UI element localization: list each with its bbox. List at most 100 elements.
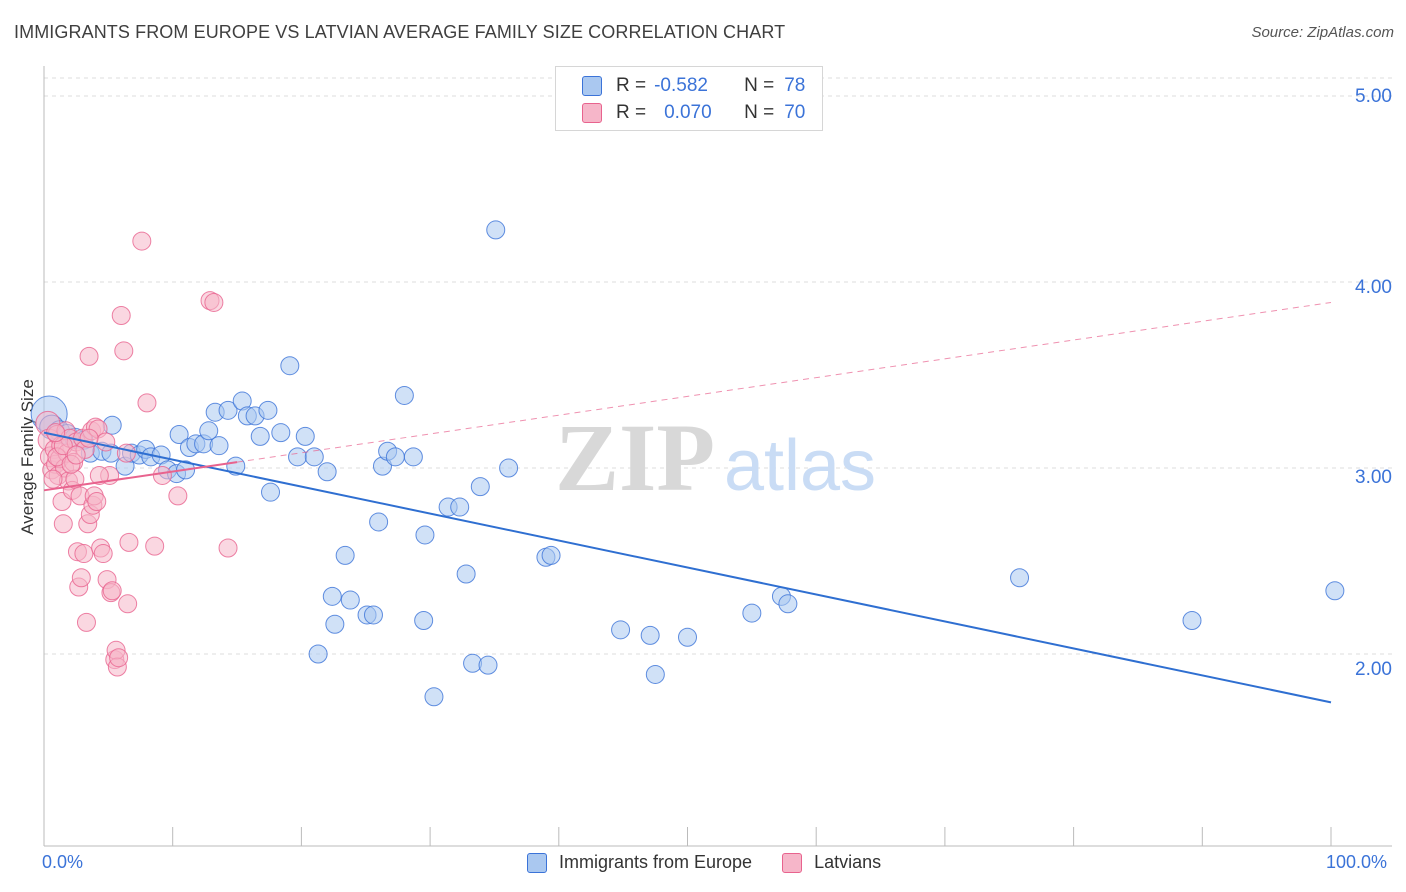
point-latvians — [114, 341, 134, 361]
legend-n-value: 70 — [784, 102, 806, 123]
watermark-atlas: atlas — [724, 426, 876, 506]
point-europe — [486, 220, 506, 240]
point-europe — [280, 356, 300, 376]
point-europe — [288, 447, 308, 467]
point-europe — [261, 482, 281, 502]
point-latvians — [96, 432, 116, 452]
point-latvians — [43, 469, 63, 489]
y-tick-label-3: 3.00 — [1355, 467, 1392, 488]
point-europe — [394, 385, 414, 405]
point-latvians — [102, 581, 122, 601]
point-europe — [250, 426, 270, 446]
point-europe — [317, 462, 337, 482]
point-latvians — [132, 231, 152, 251]
point-latvians — [93, 544, 113, 564]
legend-r-label: R = — [616, 75, 647, 96]
point-europe — [335, 545, 355, 565]
point-latvians — [74, 544, 94, 564]
point-latvians — [116, 443, 136, 463]
point-europe — [340, 590, 360, 610]
y-tick-label-5: 5.00 — [1355, 86, 1392, 107]
point-latvians — [76, 612, 96, 632]
x-tick-label-min: 0.0% — [42, 852, 84, 872]
point-latvians — [204, 292, 224, 312]
legend-item-latvians[interactable]: Latvians — [782, 852, 881, 873]
point-europe — [424, 687, 444, 707]
point-latvians — [118, 594, 138, 614]
legend-swatch-blue — [582, 76, 602, 96]
legend-n-label: N = — [744, 102, 775, 123]
legend-row-pink: R = 0.070 N = 70 — [582, 100, 805, 126]
point-europe — [499, 458, 519, 478]
series-legend: Immigrants from Europe Latvians — [527, 852, 911, 873]
point-europe — [415, 525, 435, 545]
point-europe — [456, 564, 476, 584]
point-latvians — [66, 445, 86, 465]
point-europe — [295, 426, 315, 446]
point-latvians — [119, 532, 139, 552]
point-europe — [369, 512, 389, 532]
legend-n-value: 78 — [784, 75, 806, 96]
point-latvians — [79, 346, 99, 366]
point-europe — [414, 611, 434, 631]
point-europe — [209, 436, 229, 456]
point-europe — [645, 664, 665, 684]
point-europe — [218, 400, 238, 420]
point-europe — [1182, 611, 1202, 631]
legend-swatch-pink — [582, 103, 602, 123]
point-latvians — [111, 305, 131, 325]
point-europe — [304, 447, 324, 467]
legend-swatch-blue — [527, 852, 547, 873]
point-europe — [271, 423, 291, 443]
y-tick-label-4: 4.00 — [1355, 277, 1392, 298]
source-label: Source: ZipAtlas.com — [1251, 24, 1394, 41]
legend-item-europe[interactable]: Immigrants from Europe — [527, 852, 752, 873]
point-europe — [742, 603, 762, 623]
point-europe — [1010, 568, 1030, 588]
point-latvians — [168, 486, 188, 506]
point-europe — [258, 400, 278, 420]
point-europe — [1325, 581, 1345, 601]
point-latvians — [152, 465, 172, 485]
point-europe — [199, 421, 219, 441]
x-tick-label-max: 100.0% — [1326, 852, 1388, 872]
trendline-europe — [43, 431, 1332, 704]
point-latvians — [89, 465, 109, 485]
point-europe — [385, 447, 405, 467]
point-latvians — [218, 538, 238, 558]
trendline-latvians — [43, 461, 238, 492]
point-europe — [611, 620, 631, 640]
point-europe — [470, 477, 490, 497]
legend-r-label: R = — [616, 102, 647, 123]
legend-row-blue: R = -0.582 N = 78 — [582, 73, 805, 99]
legend-r-value: 0.070 — [664, 102, 712, 123]
point-latvians — [109, 648, 129, 668]
point-europe — [325, 614, 345, 634]
watermark-zip: ZIP — [555, 404, 715, 511]
point-europe — [169, 425, 189, 445]
chart-title: IMMIGRANTS FROM EUROPE VS LATVIAN AVERAG… — [14, 22, 786, 42]
point-latvians — [87, 491, 107, 511]
trendline-latvians-projection — [236, 301, 1332, 463]
point-latvians — [145, 536, 165, 556]
point-latvians — [137, 393, 157, 413]
legend-r-value: -0.582 — [654, 75, 708, 96]
legend-n-label: N = — [744, 75, 775, 96]
point-europe — [308, 644, 328, 664]
point-europe — [478, 655, 498, 675]
point-europe — [450, 497, 470, 517]
point-europe — [322, 586, 342, 606]
point-latvians — [71, 568, 91, 588]
legend-label-europe: Immigrants from Europe — [559, 852, 753, 872]
point-europe — [541, 545, 561, 565]
y-tick-label-2: 2.00 — [1355, 659, 1392, 680]
point-europe — [403, 447, 423, 467]
point-europe — [778, 594, 798, 614]
point-europe — [363, 605, 383, 625]
point-latvians — [53, 514, 73, 534]
legend-swatch-pink — [782, 852, 803, 873]
legend-label-latvians: Latvians — [814, 852, 882, 872]
point-latvians — [46, 423, 66, 443]
point-europe — [640, 625, 660, 645]
